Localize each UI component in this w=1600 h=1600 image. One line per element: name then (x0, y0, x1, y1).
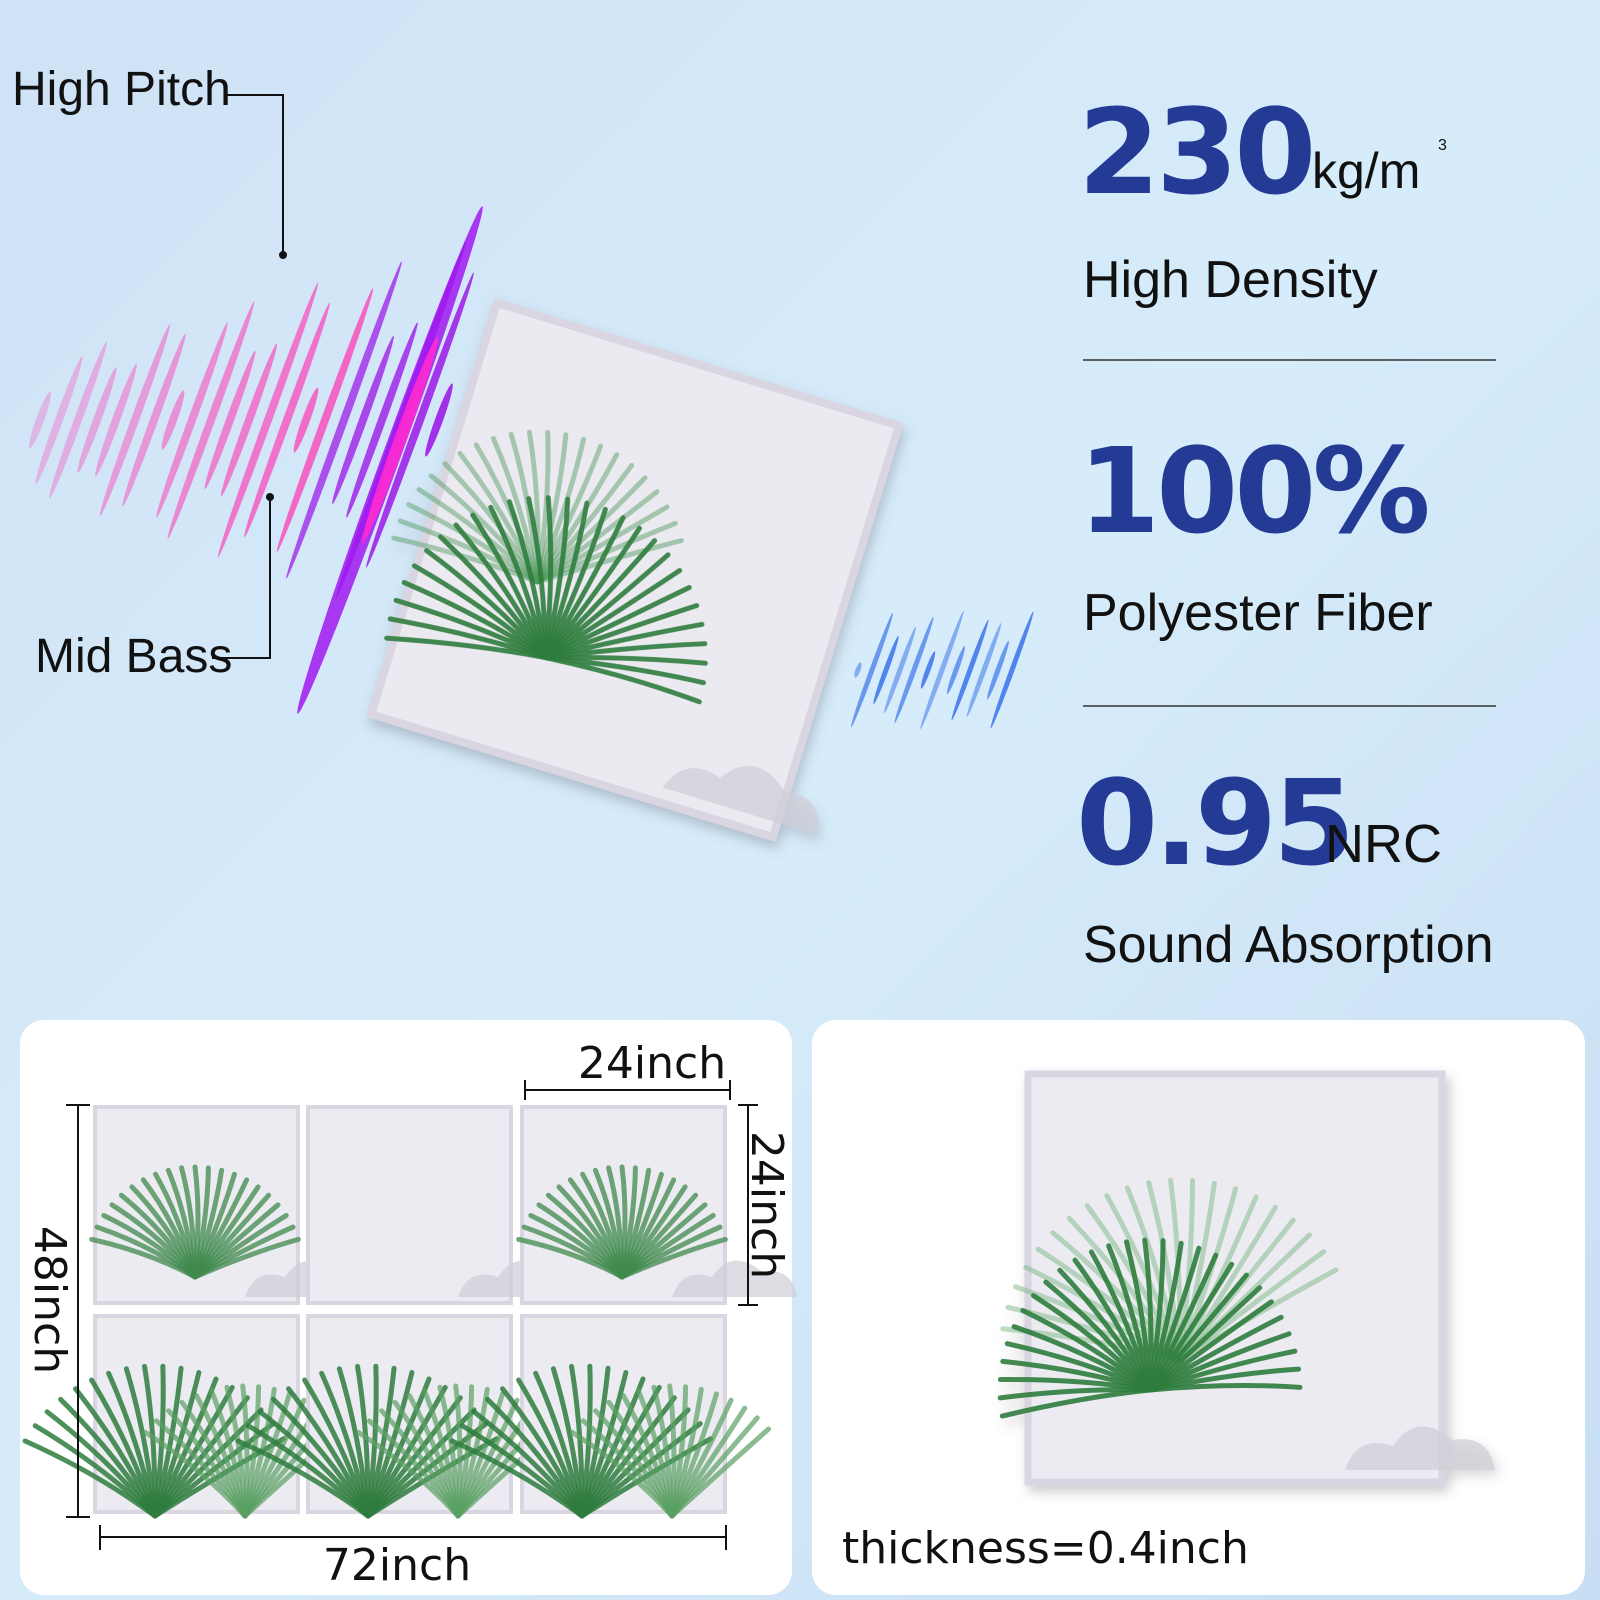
dimension-label: 72inch (323, 1540, 471, 1591)
wave-stroke (99, 323, 171, 517)
wave-stroke (966, 623, 1002, 717)
panel-art (384, 429, 819, 836)
leaf-blade (1147, 1383, 1303, 1393)
sound-waves (29, 206, 1034, 730)
wave-stroke (276, 287, 374, 553)
wave-stroke (217, 282, 319, 558)
callout-lines (212, 94, 284, 659)
callout-dot (266, 493, 274, 501)
wave-stroke (167, 301, 255, 539)
wave-stroke (873, 635, 899, 705)
wave-stroke (951, 619, 989, 721)
leaf-blade (542, 655, 702, 705)
wave-stroke (35, 356, 83, 484)
wave-stroke (122, 333, 186, 507)
wave-stroke (366, 272, 474, 568)
wave-stroke (346, 322, 418, 518)
wave-stroke (854, 662, 862, 678)
wave-stroke (361, 336, 439, 544)
wave-stroke (29, 391, 51, 449)
wave-stroke (920, 651, 936, 689)
wave-stroke (894, 616, 934, 724)
wave-stroke (293, 387, 319, 453)
spec-label: Sound Absorption (1083, 916, 1494, 974)
panel-grid (22, 1105, 797, 1519)
dimension-label: 24inch (741, 1131, 792, 1279)
spec-unit: kg/m (1312, 143, 1420, 199)
spec-unit-sup: 3 (1438, 137, 1447, 154)
spec-value: 100% (1078, 422, 1427, 560)
dimension-label: 24inch (578, 1038, 726, 1089)
wave-stroke (156, 322, 228, 518)
wave-stroke (220, 343, 278, 497)
thickness-label: thickness=0.4inch (842, 1523, 1249, 1574)
leaf-blade (534, 538, 684, 585)
single-panel (997, 1070, 1495, 1486)
wave-stroke (332, 335, 394, 505)
cloud (672, 1260, 797, 1297)
wave-stroke (884, 626, 916, 714)
wave-stroke (920, 610, 964, 730)
dimension-lines (66, 1080, 758, 1550)
wave-stroke (987, 640, 1009, 700)
spec-unit: NRC (1325, 814, 1442, 874)
cloud (1345, 1426, 1495, 1470)
wave-stroke (286, 261, 402, 579)
callout-label: High Pitch (12, 63, 231, 116)
wave-stroke (244, 302, 330, 538)
wave-stroke (851, 612, 893, 728)
cloud (662, 765, 819, 836)
spec-value: 0.95 (1076, 754, 1351, 892)
spec-value: 230 (1078, 83, 1312, 221)
spec-label: Polyester Fiber (1083, 584, 1433, 642)
leaf-blade (619, 1236, 728, 1280)
tilted-panel (366, 298, 904, 842)
callout-label: Mid Bass (35, 630, 232, 683)
wave-stroke (204, 350, 256, 490)
dimension-label: 48inch (24, 1226, 75, 1374)
wave-stroke (95, 363, 137, 477)
callout-dot (279, 251, 287, 259)
panel-art (997, 1177, 1495, 1470)
leaf-blade (192, 1236, 301, 1280)
wave-stroke (161, 390, 185, 450)
leaf-blade (669, 1426, 772, 1519)
wave-stroke (425, 383, 453, 457)
wave-stroke (946, 645, 966, 695)
wave-stroke (990, 611, 1034, 729)
wave-stroke (49, 341, 107, 499)
panel (306, 1105, 513, 1305)
spec-label: High Density (1083, 251, 1378, 309)
wave-stroke (77, 367, 117, 473)
